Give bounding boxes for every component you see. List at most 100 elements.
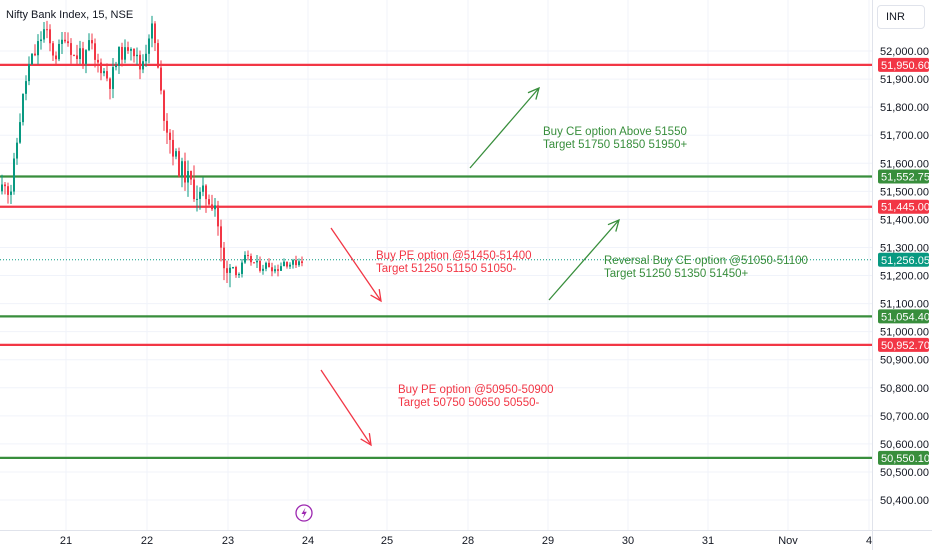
candle-body: [289, 264, 291, 267]
candle-body: [166, 120, 168, 133]
candle-body: [274, 269, 276, 272]
trend-arrow[interactable]: [469, 86, 540, 169]
price-badge-label: 51,445.00: [881, 202, 930, 214]
time-tick-label: 31: [702, 535, 714, 547]
candle-body: [148, 38, 150, 54]
candle-body: [193, 179, 195, 200]
candle-body: [40, 39, 42, 42]
candle-body: [301, 261, 303, 264]
candle-body: [37, 41, 39, 56]
candle-body: [154, 23, 156, 44]
candle-body: [10, 191, 12, 195]
lightning-icon[interactable]: [295, 504, 313, 522]
candle-body: [235, 266, 237, 276]
candle-body: [109, 78, 111, 89]
candle-body: [43, 29, 45, 40]
candle-body: [34, 53, 36, 56]
time-tick-label: 4: [866, 535, 872, 547]
trend-arrow[interactable]: [548, 218, 620, 301]
candle-body: [64, 39, 66, 42]
trend-arrow[interactable]: [320, 369, 372, 447]
candle-body: [31, 53, 33, 65]
candle-body: [46, 29, 48, 31]
candle-body: [187, 171, 189, 183]
time-tick-label: 22: [141, 535, 153, 547]
candle-body: [58, 43, 60, 60]
time-tick-label: 21: [60, 535, 72, 547]
time-axis: 21 22 23 24 25 28 29 30 31 Nov 4: [0, 530, 932, 547]
time-tick-label: 30: [622, 535, 634, 547]
candle-body: [169, 132, 171, 140]
price-badge: [878, 337, 929, 352]
candle-body: [139, 54, 141, 70]
time-tick-label: 28: [462, 535, 474, 547]
candle-body: [277, 269, 279, 271]
candle-body: [127, 47, 129, 51]
candle-body: [241, 262, 243, 274]
candle-body: [82, 48, 84, 64]
time-tick-label: 29: [542, 535, 554, 547]
candle-body: [232, 266, 234, 268]
price-badge: [878, 252, 929, 267]
candle-body: [196, 198, 198, 200]
candle-body: [13, 158, 15, 192]
candle-body: [28, 64, 30, 82]
candle-body: [4, 184, 6, 187]
price-tick-label: 50,400.00: [880, 495, 929, 507]
candle-body: [238, 273, 240, 276]
candle-body: [22, 93, 24, 123]
candle-body: [70, 43, 72, 55]
price-badge: [878, 57, 929, 72]
candle-body: [271, 267, 273, 272]
annotation-text: Buy CE option Above 51550: [543, 126, 687, 138]
candle-body: [73, 54, 75, 56]
candle-body: [223, 247, 225, 269]
price-tick-label: 51,400.00: [880, 214, 929, 226]
candle-body: [100, 62, 102, 74]
candle-body: [181, 161, 183, 177]
candle-body: [250, 256, 252, 263]
horizontal-levels: [0, 63, 872, 459]
candle-body: [220, 226, 222, 248]
price-tick-label: 51,600.00: [880, 158, 929, 170]
price-tick-label: 51,900.00: [880, 74, 929, 86]
price-tick-label: 51,800.00: [880, 102, 929, 114]
candle-body: [292, 260, 294, 265]
candle-body: [268, 262, 270, 268]
currency-selector[interactable]: INR: [877, 5, 925, 29]
candle-body: [67, 41, 69, 44]
annotation-text: Buy PE option @50950-50900: [398, 384, 554, 396]
candle-body: [118, 46, 120, 66]
candle-body: [7, 186, 9, 195]
candle-body: [244, 254, 246, 263]
time-tick-label: 25: [381, 535, 393, 547]
candle-body: [79, 48, 81, 59]
candle-body: [94, 43, 96, 60]
price-badge: [878, 199, 929, 214]
candle-body: [124, 47, 126, 60]
price-tick-label: 51,300.00: [880, 242, 929, 254]
candle-body: [199, 191, 201, 199]
symbol-title: Nifty Bank Index, 15, NSE: [6, 9, 134, 21]
price-tick-label: 51,100.00: [880, 299, 929, 311]
candle-body: [211, 204, 213, 210]
time-tick-label: 24: [302, 535, 314, 547]
candle-body: [16, 142, 18, 159]
trend-arrow[interactable]: [330, 227, 382, 303]
time-tick-label: Nov: [778, 535, 798, 547]
candle-body: [160, 67, 162, 91]
candle-body: [265, 262, 267, 269]
price-tick-label: 52,000.00: [880, 46, 929, 58]
price-tick-label: 51,200.00: [880, 271, 929, 283]
candle-body: [76, 55, 78, 59]
price-badge: [878, 169, 929, 184]
candle-body: [262, 268, 264, 271]
candle-body: [103, 71, 105, 74]
chart-grid: [0, 0, 872, 530]
candle-body: [214, 205, 216, 210]
candle-body: [184, 161, 186, 183]
annotation-text: Reversal Buy CE option @51050-51100: [604, 255, 808, 267]
candle-body: [226, 268, 228, 273]
